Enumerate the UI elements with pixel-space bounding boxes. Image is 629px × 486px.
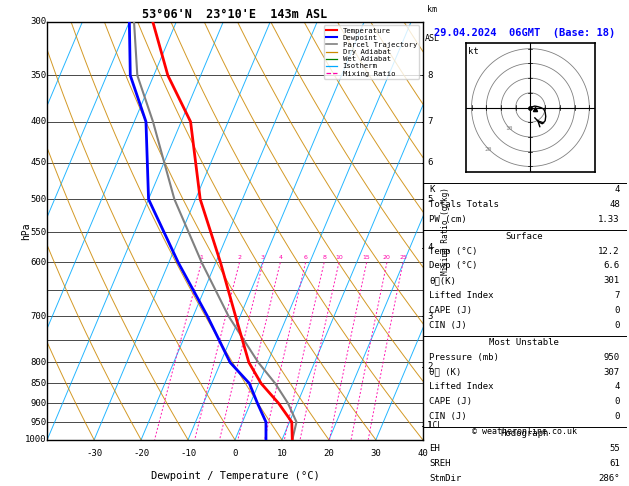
Text: km: km (427, 4, 437, 14)
Text: 1: 1 (199, 256, 203, 260)
Text: Lifted Index: Lifted Index (429, 382, 493, 391)
Text: 1.33: 1.33 (598, 215, 620, 224)
Text: 800: 800 (31, 358, 47, 367)
Text: 450: 450 (31, 158, 47, 167)
Text: 0: 0 (232, 449, 238, 458)
Text: 4: 4 (427, 243, 433, 252)
Text: CIN (J): CIN (J) (429, 412, 467, 421)
Text: 6: 6 (427, 158, 433, 167)
Text: K: K (429, 185, 434, 194)
Text: Surface: Surface (506, 232, 543, 241)
Text: 950: 950 (31, 417, 47, 427)
Text: Mixing Ratio (g/kg): Mixing Ratio (g/kg) (441, 187, 450, 275)
Text: CAPE (J): CAPE (J) (429, 306, 472, 315)
Text: CAPE (J): CAPE (J) (429, 397, 472, 406)
Text: 15: 15 (363, 256, 370, 260)
Text: 850: 850 (31, 379, 47, 388)
Text: PW (cm): PW (cm) (429, 215, 467, 224)
Text: 0: 0 (615, 412, 620, 421)
Text: 48: 48 (609, 200, 620, 209)
Text: 7: 7 (615, 291, 620, 300)
Text: 30: 30 (370, 449, 381, 458)
Text: -30: -30 (86, 449, 102, 458)
Text: 61: 61 (609, 459, 620, 468)
Text: 0: 0 (615, 321, 620, 330)
Text: θᴄ(K): θᴄ(K) (429, 276, 456, 285)
Text: EH: EH (429, 444, 440, 453)
Text: -20: -20 (133, 449, 149, 458)
Text: LCL: LCL (428, 421, 442, 430)
Text: 300: 300 (31, 17, 47, 26)
Text: 4: 4 (615, 382, 620, 391)
Text: 4: 4 (615, 185, 620, 194)
Text: 10: 10 (335, 256, 343, 260)
Text: Dewpoint / Temperature (°C): Dewpoint / Temperature (°C) (150, 471, 320, 481)
Text: 1000: 1000 (25, 435, 47, 444)
Text: 5: 5 (427, 195, 433, 204)
Text: 350: 350 (31, 71, 47, 80)
Text: Lifted Index: Lifted Index (429, 291, 493, 300)
Text: Most Unstable: Most Unstable (489, 338, 559, 347)
Legend: Temperature, Dewpoint, Parcel Trajectory, Dry Adiabat, Wet Adiabat, Isotherm, Mi: Temperature, Dewpoint, Parcel Trajectory… (324, 25, 419, 79)
Text: 0: 0 (615, 306, 620, 315)
Text: 307: 307 (604, 367, 620, 377)
Text: 3: 3 (427, 312, 433, 320)
Text: 950: 950 (604, 353, 620, 362)
Text: 6.6: 6.6 (604, 261, 620, 270)
Text: Temp (°C): Temp (°C) (429, 246, 477, 256)
Text: 400: 400 (31, 117, 47, 126)
Title: 53°06'N  23°10'E  143m ASL: 53°06'N 23°10'E 143m ASL (142, 8, 328, 21)
Text: StmDir: StmDir (429, 473, 461, 483)
Text: 20: 20 (383, 256, 391, 260)
Text: 550: 550 (31, 228, 47, 237)
Text: CIN (J): CIN (J) (429, 321, 467, 330)
Text: 3: 3 (261, 256, 265, 260)
Text: 286°: 286° (598, 473, 620, 483)
Text: 0: 0 (615, 397, 620, 406)
Text: 25: 25 (399, 256, 407, 260)
Text: 20: 20 (323, 449, 334, 458)
Text: 29.04.2024  06GMT  (Base: 18): 29.04.2024 06GMT (Base: 18) (434, 28, 615, 38)
Text: © weatheronline.co.uk: © weatheronline.co.uk (472, 427, 577, 435)
Text: 8: 8 (322, 256, 326, 260)
Text: Pressure (mb): Pressure (mb) (429, 353, 499, 362)
Text: 4: 4 (278, 256, 282, 260)
Text: 10: 10 (277, 449, 287, 458)
Text: Dewp (°C): Dewp (°C) (429, 261, 477, 270)
Text: ASL: ASL (425, 35, 440, 43)
Text: Hodograph: Hodograph (500, 429, 548, 438)
Text: 55: 55 (609, 444, 620, 453)
Text: 8: 8 (427, 71, 433, 80)
Text: 1: 1 (427, 421, 433, 430)
Text: 2: 2 (238, 256, 242, 260)
Text: 500: 500 (31, 195, 47, 204)
Text: 301: 301 (604, 276, 620, 285)
Text: 40: 40 (418, 449, 428, 458)
Text: 2: 2 (427, 362, 433, 371)
Text: θᴄ (K): θᴄ (K) (429, 367, 461, 377)
Text: 600: 600 (31, 258, 47, 267)
Text: hPa: hPa (21, 222, 31, 240)
Text: 7: 7 (427, 117, 433, 126)
Text: 6: 6 (304, 256, 308, 260)
Text: SREH: SREH (429, 459, 450, 468)
Text: 900: 900 (31, 399, 47, 408)
Text: 12.2: 12.2 (598, 246, 620, 256)
Text: -10: -10 (180, 449, 196, 458)
Text: Totals Totals: Totals Totals (429, 200, 499, 209)
Text: 700: 700 (31, 312, 47, 320)
